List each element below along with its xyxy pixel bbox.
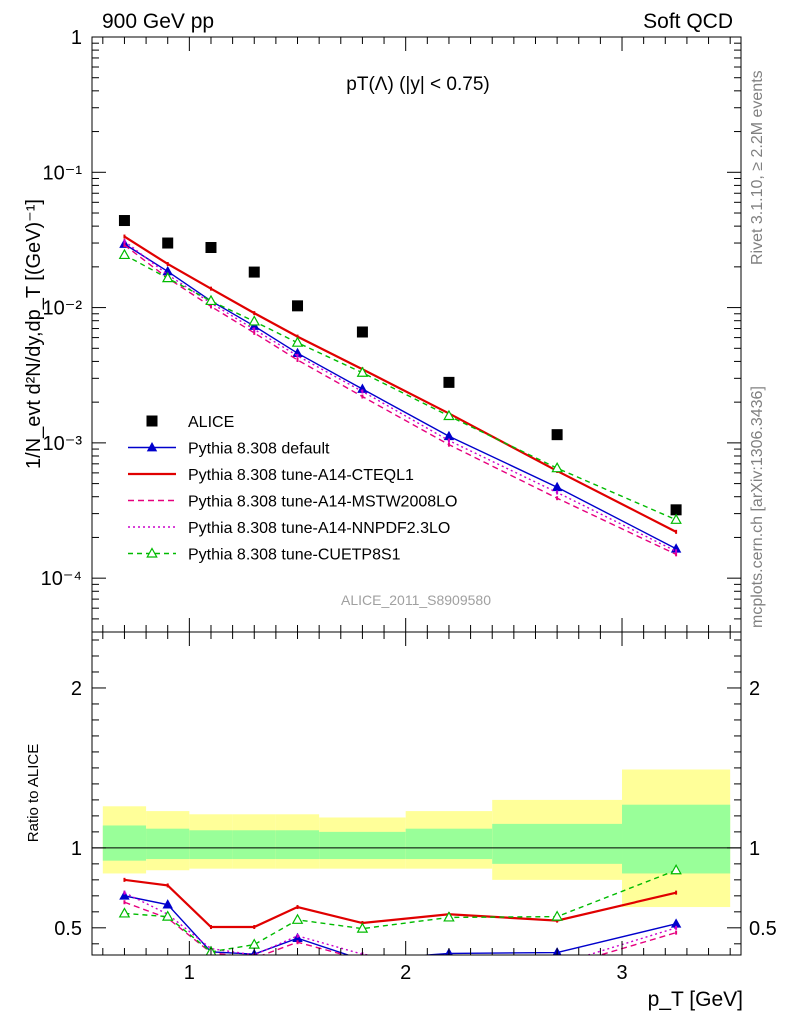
series-marker [670, 513, 682, 524]
ratio-lines [118, 864, 682, 955]
series-marker [118, 248, 131, 260]
alice-data-point [205, 242, 217, 254]
ratio-band-inner [232, 830, 276, 860]
legend-label: Pythia 8.308 default [188, 441, 330, 458]
series-marker [551, 461, 563, 473]
ratio-series-marker [161, 910, 174, 921]
legend-label: Pythia 8.308 tune-CUETP8S1 [188, 547, 401, 564]
ratio-series-marker [362, 954, 363, 955]
main-chart-title: pT(Λ) (|y| < 0.75) [346, 74, 489, 95]
y-tick-label: 10⁻³ [43, 433, 83, 455]
series-marker [551, 481, 563, 492]
ratio-series-line [124, 892, 677, 955]
legend-label: Pythia 8.308 tune-A14-MSTW2008LO [188, 494, 457, 511]
ratio-series-marker [670, 918, 682, 928]
ratio-series-marker [443, 911, 455, 922]
analysis-label: ALICE_2011_S8909580 [341, 592, 491, 608]
ratio-series-marker [118, 907, 131, 918]
ratio-band-inner [492, 823, 623, 864]
ratio-band-inner [622, 804, 731, 874]
ratio-y-tick-label-right: 2 [749, 678, 760, 700]
ratio-band-inner [102, 825, 147, 861]
series-marker [357, 383, 368, 393]
ratio-y-tick-label: 2 [71, 678, 82, 700]
series-marker [443, 430, 455, 441]
series-marker [161, 271, 174, 283]
alice-data-point [118, 215, 130, 227]
ratio-y-tick-label: 1 [71, 838, 82, 860]
main-data-series [118, 215, 682, 557]
ratio-data-series [118, 864, 682, 955]
header-left: 900 GeV pp [102, 10, 214, 33]
ratio-series-marker [248, 938, 261, 949]
ratio-series-marker [670, 864, 682, 875]
main-axis-ticks: 1 10⁻¹ 10⁻² 10⁻³ 10⁻⁴ [41, 27, 741, 633]
ratio-band-inner [405, 828, 493, 860]
ratio-panel: 0.5 0.5 1 1 2 2 1 2 3 Ratio to ALICE p_T [GeV] [25, 631, 777, 1011]
x-tick-label: 3 [616, 962, 627, 984]
legend-label: Pythia 8.308 tune-A14-CTEQL1 [188, 467, 414, 484]
ratio-band-inner [146, 828, 190, 860]
ratio-plot-frame [91, 631, 742, 956]
y-axis-title-main: 1/N_evt d²N/dy,dp_T [(GeV)⁻¹] [23, 199, 45, 469]
legend-marker [146, 442, 158, 452]
y-axis-title-ratio: Ratio to ALICE [25, 744, 42, 842]
legend-marker [146, 547, 158, 558]
ratio-y-tick-label: 0.5 [54, 918, 82, 940]
alice-data-point [356, 326, 368, 338]
ratio-y-tick-label-right: 0.5 [749, 918, 777, 940]
ratio-series-marker [119, 890, 130, 900]
alice-data-point [670, 504, 682, 516]
ratio-series-marker [551, 910, 563, 921]
header-right: Soft QCD [643, 10, 733, 33]
alice-data-point [551, 429, 563, 441]
y-tick-label: 1 [71, 27, 82, 49]
y-tick-label: 10⁻⁴ [41, 568, 82, 590]
y-tick-label: 10⁻¹ [43, 162, 83, 184]
y-tick-label: 10⁻² [43, 298, 83, 320]
alice-data-point [248, 266, 260, 278]
alice-data-point [443, 376, 455, 388]
ratio-series-line [124, 878, 677, 929]
main-plot-frame [91, 36, 742, 633]
x-axis-title: p_T [GeV] [648, 988, 743, 1011]
series-marker [205, 294, 217, 306]
legend: ALICE Pythia 8.308 default Pythia 8.308 tu… [128, 414, 457, 564]
ratio-band-inner [189, 830, 233, 860]
series-line [123, 235, 677, 533]
legend-swatch [146, 415, 158, 427]
mcplots-label: mcplots.cern.ch [arXiv:1306.3436] [749, 386, 766, 628]
series-marker [443, 409, 455, 421]
ratio-series-marker [356, 922, 369, 933]
legend-label: ALICE [188, 414, 234, 431]
series-line [124, 244, 677, 555]
series-marker [356, 366, 369, 377]
main-panel: 1 10⁻¹ 10⁻² 10⁻³ 10⁻⁴ pT(Λ) (|y| < 0.75) ALI… [23, 27, 742, 633]
series-marker [248, 315, 261, 326]
series-line [124, 240, 677, 552]
ratio-y-tick-label-right: 1 [749, 838, 760, 860]
rivet-version-label: Rivet 3.1.10, ≥ 2.2M events [749, 70, 766, 265]
ratio-band-inner [319, 831, 406, 860]
alice-data-point [292, 300, 304, 312]
alice-data-point [162, 237, 174, 249]
x-tick-label: 2 [400, 962, 411, 984]
ratio-series-marker [291, 913, 304, 924]
ratio-band-inner [275, 830, 320, 860]
ratio-axis-ticks: 0.5 0.5 1 1 2 2 1 2 3 [54, 632, 777, 984]
ratio-series-marker [162, 899, 173, 909]
ratio-uncertainty-bands [102, 769, 731, 908]
x-tick-label: 1 [184, 962, 195, 984]
series-line [124, 254, 677, 521]
series-marker [291, 336, 304, 347]
legend-label: Pythia 8.308 tune-A14-NNPDF2.3LO [188, 520, 450, 537]
ratio-series-line [124, 895, 677, 955]
